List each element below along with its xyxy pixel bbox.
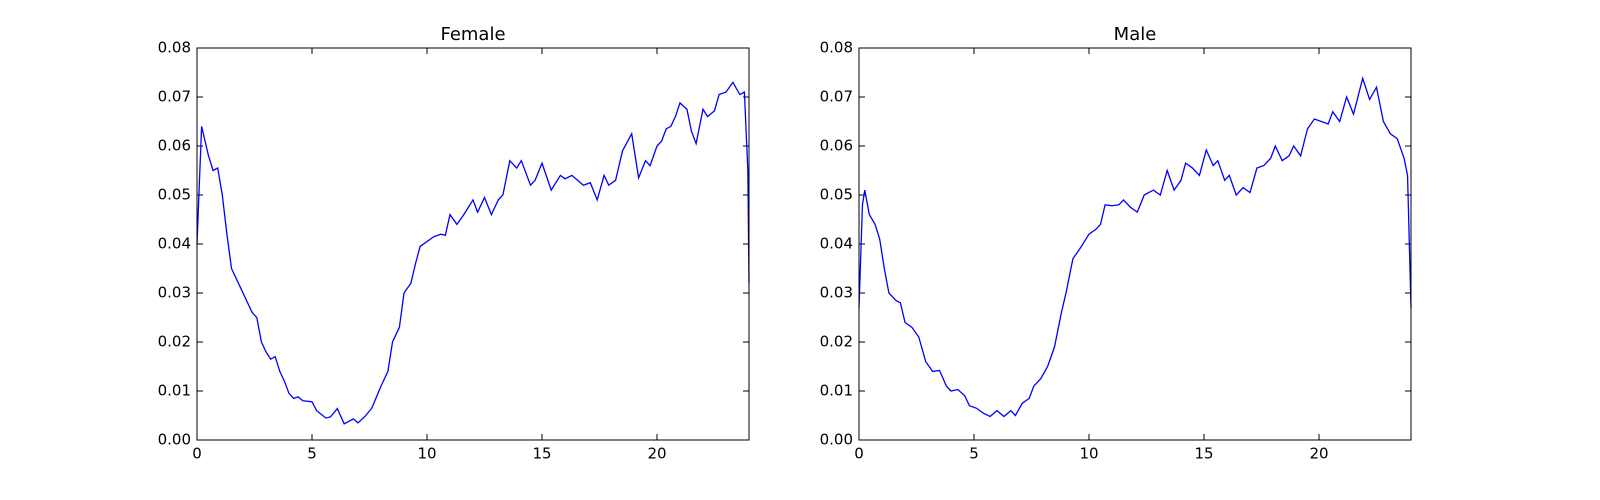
axes-frame bbox=[858, 47, 1412, 441]
y-tick-label: 0.06 bbox=[158, 137, 191, 155]
y-tick-label: 0.02 bbox=[820, 333, 853, 351]
y-tick-label: 0.03 bbox=[158, 284, 191, 302]
x-tick-label: 10 bbox=[1079, 445, 1098, 463]
y-tick-label: 0.08 bbox=[820, 39, 853, 57]
y-tick-label: 0.08 bbox=[158, 39, 191, 57]
y-tick-label: 0.04 bbox=[820, 235, 853, 253]
y-tick-label: 0.00 bbox=[820, 431, 853, 449]
x-tick-label: 5 bbox=[969, 445, 979, 463]
y-tick-label: 0.05 bbox=[158, 186, 191, 204]
y-tick-label: 0.07 bbox=[820, 88, 853, 106]
chart-title: Male bbox=[1114, 24, 1157, 45]
x-tick-label: 0 bbox=[854, 445, 864, 463]
x-tick-label: 20 bbox=[1309, 445, 1328, 463]
x-tick-label: 15 bbox=[532, 445, 551, 463]
y-tick-label: 0.06 bbox=[820, 137, 853, 155]
data-line bbox=[196, 81, 750, 425]
y-tick-label: 0.07 bbox=[158, 88, 191, 106]
y-tick-label: 0.01 bbox=[158, 382, 191, 400]
y-tick-label: 0.05 bbox=[820, 186, 853, 204]
x-tick-label: 15 bbox=[1194, 445, 1213, 463]
y-tick-label: 0.00 bbox=[158, 431, 191, 449]
x-tick-label: 20 bbox=[647, 445, 666, 463]
data-line bbox=[858, 76, 1412, 418]
y-tick-label: 0.04 bbox=[158, 235, 191, 253]
x-tick-label: 0 bbox=[192, 445, 202, 463]
y-tick-label: 0.01 bbox=[820, 382, 853, 400]
y-tick-label: 0.03 bbox=[820, 284, 853, 302]
x-tick-label: 5 bbox=[307, 445, 317, 463]
y-tick-label: 0.02 bbox=[158, 333, 191, 351]
axes-frame bbox=[196, 47, 750, 441]
chart-title: Female bbox=[440, 24, 505, 45]
x-tick-label: 10 bbox=[417, 445, 436, 463]
